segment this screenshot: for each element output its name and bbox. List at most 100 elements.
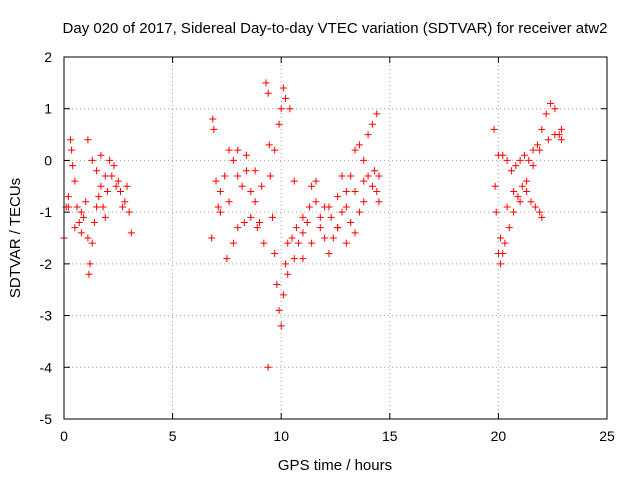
data-point <box>499 250 507 258</box>
data-point <box>99 203 107 211</box>
data-point <box>351 187 359 195</box>
data-point <box>371 167 379 175</box>
data-point <box>279 84 287 92</box>
data-point <box>101 172 109 180</box>
data-point <box>531 203 539 211</box>
data-point <box>75 218 83 226</box>
data-point <box>71 224 79 232</box>
data-point <box>491 182 499 190</box>
data-point <box>290 255 298 263</box>
data-point <box>299 213 307 221</box>
data-point <box>525 156 533 164</box>
data-point <box>518 182 526 190</box>
axis-ticks <box>63 56 608 420</box>
data-point <box>544 136 552 144</box>
data-point <box>64 203 72 211</box>
data-point <box>334 224 342 232</box>
data-point <box>338 172 346 180</box>
data-point <box>510 208 518 216</box>
data-point <box>247 213 255 221</box>
y-axis-label: SDTVAR / TECUs <box>7 178 24 298</box>
data-point <box>342 239 350 247</box>
data-point <box>516 198 524 206</box>
data-point <box>260 239 268 247</box>
data-point <box>325 203 333 211</box>
data-point <box>255 218 263 226</box>
y-tick-label: -4 <box>40 359 53 375</box>
data-point <box>73 203 81 211</box>
data-points <box>60 79 565 371</box>
data-point <box>221 172 229 180</box>
data-point <box>347 218 355 226</box>
data-point <box>251 167 259 175</box>
data-point <box>86 260 94 268</box>
data-point <box>507 167 515 175</box>
data-point <box>125 208 133 216</box>
data-point <box>355 208 363 216</box>
data-point <box>527 198 535 206</box>
data-point <box>299 229 307 237</box>
plot-frame <box>63 56 608 420</box>
data-point <box>277 105 285 113</box>
data-point <box>284 239 292 247</box>
data-point <box>514 193 522 201</box>
y-tick-label: 0 <box>44 152 52 168</box>
data-point <box>265 141 273 149</box>
data-point <box>93 203 101 211</box>
data-point <box>347 172 355 180</box>
data-point <box>234 224 242 232</box>
data-point <box>214 203 222 211</box>
data-point <box>212 177 220 185</box>
y-tick-label: -2 <box>40 256 53 272</box>
data-point <box>512 162 520 170</box>
data-point <box>286 105 294 113</box>
data-point <box>536 208 544 216</box>
data-point <box>373 187 381 195</box>
data-point <box>264 89 272 97</box>
data-point <box>342 203 350 211</box>
y-tick-label: 2 <box>44 49 52 65</box>
data-point <box>529 146 537 154</box>
data-point <box>271 250 279 258</box>
data-point <box>312 198 320 206</box>
data-point <box>127 229 135 237</box>
y-tick-labels: -5 -4 -3 -2 -1 0 1 2 <box>40 49 53 427</box>
data-point <box>77 208 85 216</box>
data-point <box>277 322 285 330</box>
data-point <box>210 125 218 133</box>
data-point <box>242 151 250 159</box>
data-point <box>305 203 313 211</box>
data-point <box>71 177 79 185</box>
data-point <box>523 187 531 195</box>
data-point <box>223 255 231 263</box>
data-point <box>247 187 255 195</box>
data-point <box>225 198 233 206</box>
data-point <box>123 182 131 190</box>
data-point <box>368 182 376 190</box>
data-point <box>93 167 101 175</box>
data-point <box>299 255 307 263</box>
data-point <box>90 218 98 226</box>
data-point <box>85 270 93 278</box>
data-point <box>273 281 281 289</box>
data-point <box>536 146 544 154</box>
data-point <box>316 224 324 232</box>
data-point <box>351 146 359 154</box>
x-tick-label: 5 <box>169 428 177 444</box>
data-point <box>490 125 498 133</box>
data-point <box>342 187 350 195</box>
x-tick-labels: 0 5 10 15 20 25 <box>60 428 615 444</box>
data-point <box>295 239 303 247</box>
data-point <box>292 224 300 232</box>
data-point <box>279 291 287 299</box>
data-point <box>499 151 507 159</box>
data-point <box>325 250 333 258</box>
x-axis-label: GPS time / hours <box>278 457 392 474</box>
data-point <box>557 136 565 144</box>
data-point <box>271 146 279 154</box>
data-point <box>492 208 500 216</box>
data-point <box>529 162 537 170</box>
data-point <box>97 182 105 190</box>
y-tick-label: -1 <box>40 204 53 220</box>
